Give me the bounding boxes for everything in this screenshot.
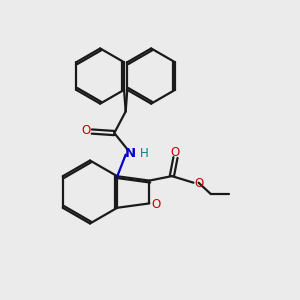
Text: O: O (194, 177, 203, 190)
Text: O: O (81, 124, 90, 137)
Text: N: N (125, 147, 136, 160)
Text: H: H (140, 147, 149, 160)
Text: O: O (152, 198, 160, 211)
Text: O: O (171, 146, 180, 159)
